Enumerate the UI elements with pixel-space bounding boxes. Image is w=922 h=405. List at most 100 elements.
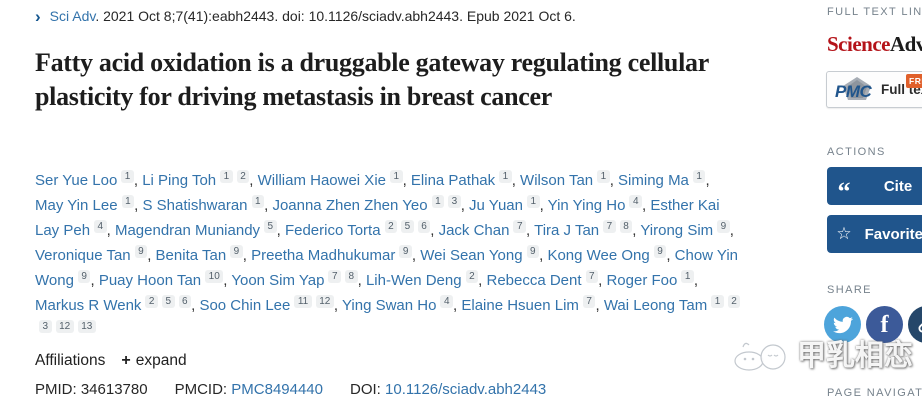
author-link[interactable]: Ju Yuan bbox=[469, 197, 523, 214]
affiliation-sup-badge[interactable]: 9 bbox=[230, 245, 243, 258]
twitter-icon[interactable] bbox=[824, 306, 861, 343]
author-link[interactable]: Ying Swan Ho bbox=[341, 297, 437, 314]
affiliation-sup-badge[interactable]: 1 bbox=[220, 170, 233, 183]
author-link[interactable]: Jack Chan bbox=[438, 222, 510, 239]
affiliation-sup-badge[interactable]: 2 bbox=[236, 170, 250, 183]
free-badge: FREE bbox=[906, 74, 922, 88]
affiliation-sup-badge[interactable]: 3 bbox=[39, 320, 52, 333]
affiliation-sup-badge[interactable]: 8 bbox=[345, 270, 358, 283]
author-separator: , bbox=[478, 272, 487, 289]
author-link[interactable]: Yirong Sim bbox=[640, 222, 714, 239]
author-link[interactable]: Siming Ma bbox=[618, 172, 689, 189]
author-link[interactable]: Puay Hoon Tan bbox=[98, 272, 202, 289]
affiliation-sup-badge[interactable]: 2 bbox=[727, 295, 741, 308]
author-link[interactable]: Yin Ying Ho bbox=[547, 197, 626, 214]
doi-group: DOI: 10.1126/sciadv.abh2443 bbox=[350, 381, 546, 398]
author-separator: , bbox=[453, 297, 462, 314]
author-link[interactable]: Ser Yue Loo bbox=[35, 172, 118, 189]
affiliation-sup-badge[interactable]: 7 bbox=[582, 295, 596, 308]
author-link[interactable]: Joanna Zhen Zhen Yeo bbox=[272, 197, 428, 214]
author-link[interactable]: Kong Wee Ong bbox=[547, 247, 650, 264]
affiliation-sup-badge[interactable]: 2 bbox=[384, 220, 398, 233]
doi-link[interactable]: 10.1126/sciadv.abh2443 bbox=[385, 381, 547, 398]
pmc-full-text-button[interactable]: PMC Full text FREE bbox=[826, 71, 922, 108]
affiliation-sup-badge[interactable]: 1 bbox=[597, 170, 610, 183]
author-link[interactable]: Elina Pathak bbox=[410, 172, 496, 189]
affiliation-sup-badge[interactable]: 11 bbox=[294, 295, 312, 308]
affiliation-sup-badge[interactable]: 4 bbox=[440, 295, 454, 308]
author-link[interactable]: Federico Torta bbox=[284, 222, 381, 239]
author-link[interactable]: Yoon Sim Yap bbox=[231, 272, 325, 289]
affiliation-sup-badge[interactable]: 5 bbox=[161, 295, 175, 308]
affiliation-sup-badge[interactable]: 2 bbox=[145, 295, 158, 308]
affiliation-sup-badge[interactable]: 9 bbox=[134, 245, 148, 258]
affiliation-sup-badge[interactable]: 9 bbox=[526, 245, 540, 258]
affiliation-sup-badge[interactable]: 7 bbox=[585, 270, 599, 283]
author-link[interactable]: Wai Leong Tam bbox=[603, 297, 708, 314]
author-link[interactable]: Magendran Muniandy bbox=[114, 222, 261, 239]
author-link[interactable]: Markus R Wenk bbox=[35, 297, 142, 314]
author-link[interactable]: Wei Sean Yong bbox=[420, 247, 523, 264]
cite-button[interactable]: “ Cite bbox=[827, 167, 922, 205]
affiliations-expand-button[interactable]: + expand bbox=[121, 352, 186, 370]
author-link[interactable]: Preetha Madhukumar bbox=[251, 247, 396, 264]
affiliation-sup-badge[interactable]: 12 bbox=[55, 320, 74, 333]
author-link[interactable]: Benita Tan bbox=[155, 247, 227, 264]
affiliation-sup-badge[interactable]: 1 bbox=[692, 170, 706, 183]
affiliation-sup-badge[interactable]: 4 bbox=[94, 220, 107, 233]
author-link[interactable]: Tira J Tan bbox=[534, 222, 600, 239]
affiliation-sup-badge[interactable]: 7 bbox=[328, 270, 342, 283]
affiliation-sup-badge[interactable]: 9 bbox=[399, 245, 412, 258]
affiliation-sup-badge[interactable]: 1 bbox=[499, 170, 512, 183]
affiliation-sup-badge[interactable]: 1 bbox=[527, 195, 540, 208]
affiliation-sup-badge[interactable]: 12 bbox=[315, 295, 334, 308]
affiliation-sup-badge[interactable]: 4 bbox=[629, 195, 643, 208]
pmcid-label: PMCID: bbox=[174, 381, 228, 398]
affiliation-sup-badge[interactable]: 1 bbox=[711, 295, 724, 308]
pmcid-link[interactable]: PMC8494440 bbox=[231, 381, 323, 398]
author-link[interactable]: May Yin Lee bbox=[35, 197, 118, 214]
affiliation-sup-badge[interactable]: 13 bbox=[77, 320, 96, 333]
author-link[interactable]: William Haowei Xie bbox=[257, 172, 386, 189]
journal-link[interactable]: Sci Adv bbox=[49, 8, 96, 24]
author-link[interactable]: Wilson Tan bbox=[520, 172, 594, 189]
pmid-label: PMID: bbox=[35, 381, 77, 398]
affiliation-sup-badge[interactable]: 7 bbox=[513, 220, 527, 233]
share-heading: SHARE bbox=[827, 284, 872, 296]
facebook-icon[interactable]: f bbox=[866, 306, 903, 343]
affiliation-sup-badge[interactable]: 3 bbox=[448, 195, 461, 208]
affiliation-sup-badge[interactable]: 8 bbox=[619, 220, 633, 233]
affiliation-sup-badge[interactable]: 6 bbox=[178, 295, 192, 308]
author-link[interactable]: Veronique Tan bbox=[35, 247, 131, 264]
author-link[interactable]: Li Ping Toh bbox=[142, 172, 217, 189]
author-separator: , bbox=[598, 272, 607, 289]
affiliation-sup-badge[interactable]: 9 bbox=[77, 270, 91, 283]
affiliation-sup-badge[interactable]: 2 bbox=[465, 270, 479, 283]
favorites-button[interactable]: ☆ Favorites bbox=[827, 215, 922, 253]
affiliation-sup-badge[interactable]: 9 bbox=[717, 220, 730, 233]
author-link[interactable]: Elaine Hsuen Lim bbox=[461, 297, 579, 314]
affiliation-sup-badge[interactable]: 1 bbox=[681, 270, 694, 283]
affiliation-sup-badge[interactable]: 9 bbox=[653, 245, 667, 258]
author-link[interactable]: S Shatishwaran bbox=[142, 197, 248, 214]
affiliation-sup-badge[interactable]: 5 bbox=[264, 220, 277, 233]
affiliation-sup-badge[interactable]: 10 bbox=[205, 270, 224, 283]
affiliation-sup-badge[interactable]: 1 bbox=[121, 195, 135, 208]
author-link[interactable]: Roger Foo bbox=[606, 272, 678, 289]
affiliation-sup-badge[interactable]: 1 bbox=[431, 195, 445, 208]
affiliation-sup-badge[interactable]: 5 bbox=[401, 220, 414, 233]
author-link[interactable]: Rebecca Dent bbox=[486, 272, 582, 289]
affiliation-sup-badge[interactable]: 1 bbox=[390, 170, 403, 183]
affiliation-sup-badge[interactable]: 1 bbox=[251, 195, 265, 208]
actions-heading: ACTIONS bbox=[827, 146, 886, 158]
affiliation-sup-badge[interactable]: 7 bbox=[603, 220, 616, 233]
author-link[interactable]: Esther Kai Lay Peh bbox=[35, 197, 720, 239]
science-advances-logo[interactable]: ScienceAdvances bbox=[827, 32, 922, 56]
affiliation-sup-badge[interactable]: 6 bbox=[417, 220, 431, 233]
author-separator: , bbox=[249, 172, 258, 189]
author-link[interactable]: Lih-Wen Deng bbox=[365, 272, 462, 289]
author-link[interactable]: Chow Yin Wong bbox=[35, 247, 739, 289]
affiliation-sup-badge[interactable]: 1 bbox=[121, 170, 134, 183]
permalink-icon[interactable] bbox=[908, 306, 922, 343]
author-link[interactable]: Soo Chin Lee bbox=[199, 297, 291, 314]
